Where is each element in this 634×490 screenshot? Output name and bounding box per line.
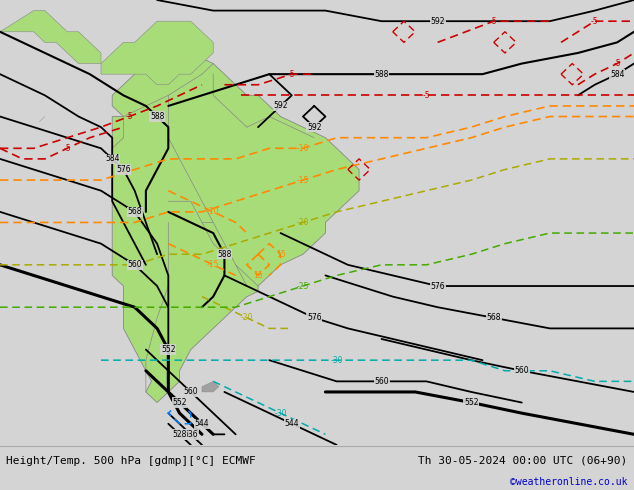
Text: 584: 584	[105, 154, 119, 163]
Text: -25: -25	[297, 282, 309, 291]
Text: -10: -10	[297, 144, 309, 153]
Text: 544: 544	[195, 419, 209, 428]
Text: -5: -5	[490, 17, 498, 25]
Text: 15: 15	[253, 271, 263, 280]
Text: -30: -30	[330, 356, 343, 365]
Text: -20: -20	[241, 313, 253, 322]
Text: Height/Temp. 500 hPa [gdmp][°C] ECMWF: Height/Temp. 500 hPa [gdmp][°C] ECMWF	[6, 456, 256, 466]
Text: 592: 592	[273, 101, 288, 110]
Text: 552: 552	[172, 398, 187, 407]
Text: 588: 588	[374, 70, 389, 79]
Text: 584: 584	[610, 70, 624, 79]
Text: 544: 544	[285, 419, 299, 428]
Text: ©weatheronline.co.uk: ©weatheronline.co.uk	[510, 477, 628, 487]
Text: 528: 528	[172, 430, 187, 439]
Text: -10: -10	[207, 207, 219, 217]
Text: -15: -15	[207, 260, 219, 270]
Polygon shape	[112, 53, 359, 403]
Text: 576: 576	[430, 282, 445, 291]
Text: 552: 552	[464, 398, 479, 407]
Polygon shape	[0, 11, 101, 64]
Text: 560: 560	[183, 388, 198, 396]
Text: -5: -5	[288, 70, 295, 79]
Text: -30: -30	[275, 409, 287, 417]
Polygon shape	[202, 381, 219, 392]
Text: 560: 560	[374, 377, 389, 386]
Text: 560: 560	[514, 366, 529, 375]
Text: -20: -20	[297, 218, 309, 227]
Text: 568: 568	[486, 313, 501, 322]
Text: -5: -5	[591, 17, 598, 25]
Text: 568: 568	[127, 207, 142, 217]
Text: 552: 552	[161, 345, 176, 354]
Text: 536: 536	[183, 430, 198, 439]
Text: 15: 15	[276, 250, 285, 259]
Text: Th 30-05-2024 00:00 UTC (06+90): Th 30-05-2024 00:00 UTC (06+90)	[418, 456, 628, 466]
Text: -5: -5	[613, 59, 621, 68]
Polygon shape	[101, 21, 213, 85]
Text: 592: 592	[307, 122, 321, 132]
Text: -5: -5	[423, 91, 430, 100]
Text: -5: -5	[126, 112, 133, 121]
Text: 560: 560	[127, 260, 142, 270]
Text: 588: 588	[217, 250, 231, 259]
Text: 588: 588	[150, 112, 164, 121]
Text: -5: -5	[63, 144, 71, 153]
Text: 576: 576	[116, 165, 131, 174]
Text: 576: 576	[307, 313, 321, 322]
Text: 592: 592	[430, 17, 445, 25]
Text: -15: -15	[297, 175, 309, 185]
